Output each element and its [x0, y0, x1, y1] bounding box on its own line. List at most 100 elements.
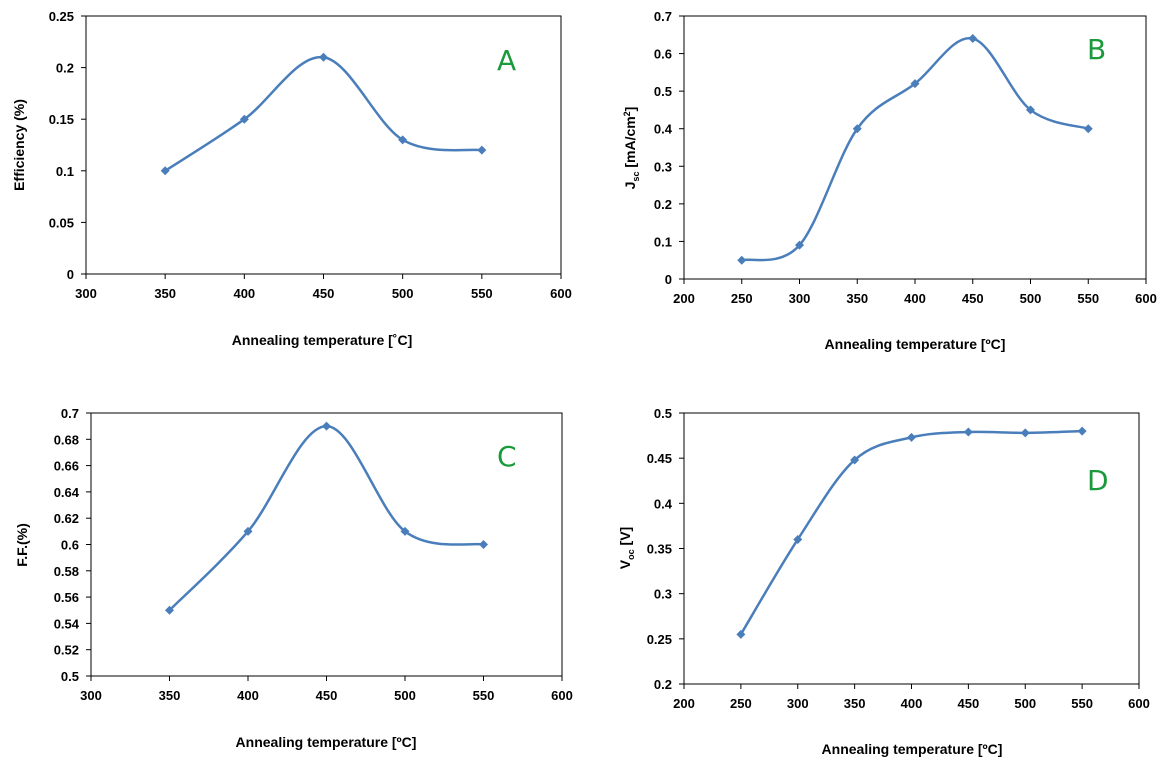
- y-tick-label: 0.1: [654, 234, 672, 249]
- y-tick-label: 0.05: [49, 215, 74, 230]
- data-point-marker: [322, 421, 331, 431]
- x-tick-label: 550: [1071, 696, 1093, 711]
- y-tick-label: 0: [67, 267, 74, 282]
- data-point-marker: [793, 534, 803, 544]
- data-point-marker: [1020, 428, 1030, 438]
- data-point-marker: [243, 526, 253, 536]
- x-tick-label: 350: [846, 291, 868, 306]
- x-tick-label: 500: [1014, 696, 1036, 711]
- data-point-marker: [736, 629, 746, 639]
- plot-area-frame: [683, 15, 1147, 280]
- y-tick-label: 0.66: [54, 459, 79, 474]
- data-point-marker: [795, 240, 804, 250]
- y-tick-label: 0.64: [54, 485, 80, 500]
- data-point-marker: [1077, 426, 1087, 436]
- data-point-marker: [963, 427, 973, 437]
- panel-c: 300 350 400 450 500 550 600 0.5 0.52 0.54 0.56 0.58…: [14, 406, 573, 750]
- y-tick-label: 0.25: [647, 632, 672, 647]
- data-point-marker: [1083, 124, 1093, 134]
- y-tick-label: 0: [665, 272, 672, 287]
- data-point-marker: [852, 124, 862, 134]
- y-tick-label: 0.5: [61, 669, 79, 684]
- data-point-marker: [400, 526, 410, 536]
- y-tick-label: 0.3: [654, 587, 672, 602]
- panel-d: 200 250 300 350 400 450 500 550 600 0.2 0.25 0.3 0.3…: [617, 406, 1150, 757]
- y-axis-title: Jsc [mA/cm2]: [622, 107, 641, 190]
- y-tick-label: 0.7: [654, 9, 672, 24]
- y-tick-label: 0.2: [654, 677, 672, 692]
- y-axis-title: Efficiency (%): [11, 99, 27, 191]
- y-tick-label: 0.6: [61, 538, 79, 553]
- data-point-marker: [737, 255, 747, 265]
- y-tick-label: 0.4: [654, 122, 673, 137]
- data-point-marker: [319, 52, 328, 62]
- x-tick-label: 350: [159, 688, 181, 703]
- x-tick-label: 400: [233, 286, 255, 301]
- x-tick-label: 450: [313, 286, 335, 301]
- x-tick-label: 350: [154, 286, 176, 301]
- y-axis-title-end: ]: [622, 107, 638, 112]
- y-tick-label: 0.1: [56, 164, 74, 179]
- y-tick-label: 0.35: [647, 542, 672, 557]
- y-tick-label: 0.68: [54, 432, 79, 447]
- x-tick-label: 350: [844, 696, 866, 711]
- data-point-marker: [160, 166, 170, 176]
- y-tick-label: 0.56: [54, 590, 79, 605]
- y-tick-label: 0.5: [654, 84, 672, 99]
- y-axis-title-main: V: [617, 559, 633, 569]
- y-tick-label: 0.3: [654, 159, 672, 174]
- data-point-marker: [479, 540, 488, 549]
- x-tick-label: 500: [392, 286, 414, 301]
- y-axis-title-subscript: oc: [626, 549, 636, 560]
- data-point-marker: [477, 145, 487, 155]
- x-tick-label: 450: [958, 696, 980, 711]
- x-tick-label: 600: [1135, 291, 1157, 306]
- y-tick-label: 0.7: [61, 406, 79, 421]
- x-tick-label: 200: [673, 291, 695, 306]
- y-tick-label: 0.54: [54, 616, 80, 631]
- y-axis-title: Voc [V]: [617, 527, 636, 569]
- y-tick-label: 0.15: [49, 112, 74, 127]
- data-point-marker: [968, 34, 978, 44]
- x-tick-label: 550: [1077, 291, 1099, 306]
- x-tick-label: 400: [901, 696, 923, 711]
- series-line: [164, 56, 482, 172]
- panel-letter: C: [497, 440, 517, 473]
- x-axis-title: Annealing temperature [ºC]: [825, 336, 1006, 352]
- x-tick-label: 250: [730, 696, 752, 711]
- data-point-marker: [1026, 105, 1035, 115]
- panel-letter: D: [1087, 464, 1109, 497]
- y-axis-title-main: J: [622, 182, 638, 190]
- x-axis-title: Annealing temperature [˚C]: [232, 332, 412, 348]
- x-tick-label: 250: [731, 291, 753, 306]
- x-tick-label: 400: [237, 688, 259, 703]
- data-point-marker: [910, 79, 920, 89]
- x-tick-label: 550: [471, 286, 493, 301]
- x-tick-label: 600: [550, 286, 572, 301]
- panel-letter: A: [497, 44, 516, 77]
- series-line: [741, 37, 1089, 262]
- x-tick-label: 600: [551, 688, 573, 703]
- series-line: [739, 429, 1083, 635]
- y-tick-label: 0.25: [49, 9, 74, 24]
- data-point-marker: [850, 455, 860, 465]
- x-tick-label: 500: [394, 688, 416, 703]
- y-axis-title-subscript: sc: [631, 172, 641, 182]
- y-tick-label: 0.62: [54, 511, 79, 526]
- y-axis-title: F.F.(%): [14, 523, 30, 567]
- x-tick-label: 450: [316, 688, 338, 703]
- y-tick-label: 0.2: [654, 197, 672, 212]
- panel-letter: B: [1087, 33, 1106, 66]
- x-tick-label: 300: [75, 286, 97, 301]
- plot-area-frame: [90, 412, 563, 677]
- y-axis-title-unit: [mA/cm: [622, 116, 638, 171]
- series-line: [168, 424, 484, 612]
- x-axis-title: Annealing temperature [ºC]: [236, 734, 417, 750]
- data-point-marker: [165, 605, 174, 615]
- x-tick-label: 200: [673, 696, 695, 711]
- data-point-marker: [907, 432, 916, 442]
- y-axis-title-superscript: 2: [622, 111, 632, 116]
- y-tick-label: 0.2: [56, 61, 74, 76]
- x-tick-label: 500: [1020, 291, 1042, 306]
